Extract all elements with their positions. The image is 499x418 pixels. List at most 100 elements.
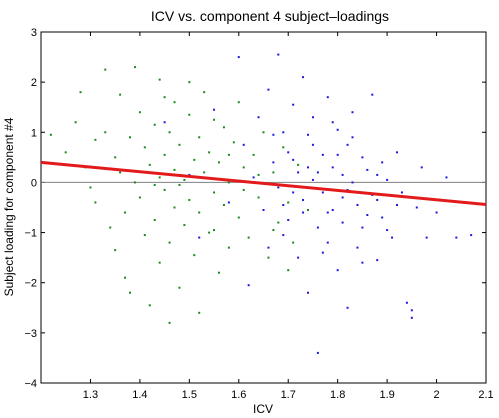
x-tick-label: 1.3 <box>83 389 98 401</box>
scatter-point-series-1 <box>129 291 131 294</box>
scatter-point-series-1 <box>94 138 97 141</box>
scatter-point-series-2 <box>470 234 473 237</box>
x-tick-label: 1.9 <box>379 389 394 401</box>
scatter-point-series-1 <box>203 171 206 174</box>
scatter-point-series-1 <box>262 131 265 134</box>
scatter-point-series-1 <box>297 163 300 166</box>
scatter-point-series-1 <box>153 219 156 222</box>
scatter-point-series-2 <box>316 171 319 174</box>
scatter-point-series-2 <box>302 198 305 201</box>
x-axis-label: ICV <box>253 402 273 416</box>
scatter-point-series-2 <box>272 133 275 136</box>
y-tick-label: −1 <box>24 228 37 240</box>
scatter-point-series-1 <box>143 146 146 149</box>
scatter-point-series-1 <box>193 158 196 161</box>
scatter-point-series-1 <box>173 168 176 171</box>
scatter-point-series-1 <box>213 229 216 232</box>
x-tick-label: 1.8 <box>330 389 345 401</box>
scatter-point-series-2 <box>277 53 280 56</box>
scatter-point-series-1 <box>242 166 245 169</box>
y-tick-label: 3 <box>31 27 37 39</box>
scatter-point-series-1 <box>252 153 255 156</box>
scatter-point-series-2 <box>376 198 379 201</box>
scatter-point-series-2 <box>425 236 428 239</box>
scatter-point-series-2 <box>356 203 359 206</box>
scatter-point-series-1 <box>148 163 151 166</box>
scatter-point-series-1 <box>114 249 117 252</box>
scatter-point-series-1 <box>163 153 166 156</box>
scatter-point-series-1 <box>272 171 275 174</box>
scatter-point-series-1 <box>188 113 191 116</box>
scatter-point-series-2 <box>435 211 438 214</box>
scatter-point-series-2 <box>267 88 270 91</box>
scatter-point-series-1 <box>178 286 181 289</box>
scatter-point-series-1 <box>64 151 67 154</box>
scatter-point-series-2 <box>376 259 379 262</box>
scatter-point-series-2 <box>386 178 389 181</box>
scatter-point-series-2 <box>292 158 295 161</box>
scatter-point-series-1 <box>208 151 211 154</box>
scatter-point-series-1 <box>193 254 196 257</box>
scatter-point-series-1 <box>307 209 309 212</box>
scatter-point-series-2 <box>326 241 329 244</box>
scatter-point-series-1 <box>178 183 181 186</box>
scatter-point-series-2 <box>287 151 290 154</box>
scatter-point-series-1 <box>227 246 230 249</box>
scatter-point-series-2 <box>227 201 230 204</box>
scatter-point-series-1 <box>124 211 127 214</box>
scatter-point-series-2 <box>321 153 324 156</box>
scatter-point-series-2 <box>410 309 413 312</box>
scatter-point-series-2 <box>282 234 285 237</box>
scatter-point-series-1 <box>109 226 112 229</box>
scatter-point-series-1 <box>104 131 107 134</box>
scatter-point-series-1 <box>119 171 122 174</box>
scatter-point-series-1 <box>292 241 295 244</box>
scatter-point-series-1 <box>114 156 117 159</box>
y-tick-label: −4 <box>24 378 37 390</box>
scatter-point-series-2 <box>356 246 359 249</box>
y-tick-label: 2 <box>31 77 37 89</box>
scatter-point-series-2 <box>455 236 458 239</box>
regression-line <box>40 160 487 206</box>
scatter-point-series-1 <box>133 66 136 69</box>
scatter-point-series-2 <box>420 166 423 169</box>
scatter-point-series-1 <box>119 93 122 96</box>
scatter-point-series-2 <box>361 156 364 159</box>
scatter-point-series-2 <box>316 226 319 229</box>
scatter-point-series-1 <box>257 173 260 176</box>
scatter-point-series-2 <box>361 261 364 264</box>
fit-line <box>40 160 487 206</box>
y-tick-label: −3 <box>24 328 37 340</box>
scatter-point-series-2 <box>331 209 334 212</box>
scatter-point-series-1 <box>158 176 161 179</box>
scatter-point-series-2 <box>331 166 334 169</box>
scatter-point-series-2 <box>302 76 305 79</box>
scatter-point-series-1 <box>49 133 52 136</box>
scatter-point-series-2 <box>376 173 379 176</box>
scatter-point-series-2 <box>307 133 309 136</box>
scatter-point-series-1 <box>272 229 275 232</box>
scatter-point-series-2 <box>331 121 334 124</box>
scatter-point-series-2 <box>351 111 354 114</box>
scatter-point-series-1 <box>138 111 141 114</box>
scatter-point-series-1 <box>153 123 156 126</box>
scatter-point-series-2 <box>366 168 369 171</box>
scatter-point-series-2 <box>445 176 448 179</box>
scatter-point-series-2 <box>282 203 285 206</box>
x-tick-label: 1.7 <box>281 389 296 401</box>
y-tick-label: 0 <box>31 177 37 189</box>
scatter-point-series-2 <box>396 151 398 154</box>
scatter-point-series-1 <box>94 201 97 204</box>
scatter-point-series-1 <box>198 311 201 314</box>
chart-title: ICV vs. component 4 subject–loadings <box>151 8 389 24</box>
scatter-point-series-2 <box>415 206 418 209</box>
scatter-point-series-1 <box>222 126 225 129</box>
x-tick-label: 2.1 <box>478 389 493 401</box>
scatter-point-series-1 <box>287 201 290 204</box>
plot-area <box>40 31 487 384</box>
scatter-point-series-1 <box>173 101 176 104</box>
scatter-point-series-1 <box>148 304 151 307</box>
scatter-point-series-1 <box>168 131 171 134</box>
scatter-point-series-2 <box>311 178 314 181</box>
scatter-point-series-2 <box>292 191 295 194</box>
